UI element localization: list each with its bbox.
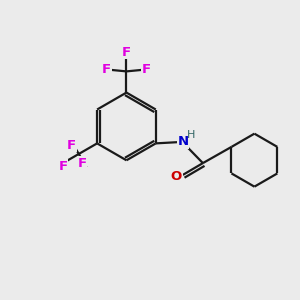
Text: F: F (77, 157, 87, 170)
Text: F: F (58, 160, 68, 172)
Text: F: F (122, 46, 131, 59)
Text: F: F (142, 63, 151, 76)
Text: O: O (171, 170, 182, 183)
Text: N: N (178, 135, 189, 148)
Text: F: F (102, 63, 111, 76)
Text: F: F (67, 139, 76, 152)
Text: H: H (187, 130, 195, 140)
